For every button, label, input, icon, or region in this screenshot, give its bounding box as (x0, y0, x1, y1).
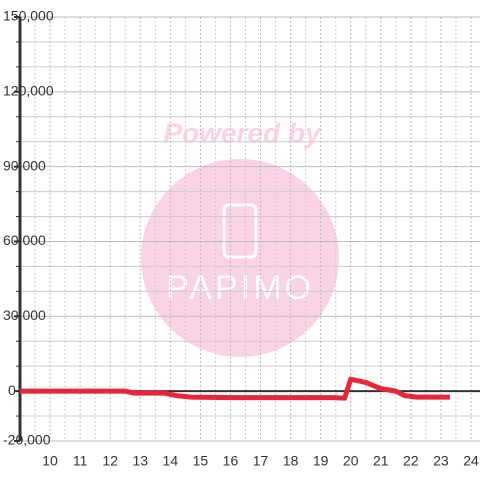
x-tick-label: 24 (463, 453, 479, 469)
y-tick-label: 120,000 (3, 83, 54, 99)
y-tick-label: -20,000 (3, 432, 51, 448)
x-tick-label: 23 (433, 453, 449, 469)
x-tick-label: 13 (132, 453, 148, 469)
y-tick-label: 30,000 (3, 307, 46, 323)
x-tick-label: 14 (163, 453, 179, 469)
watermark: Powered by PAPIMO (141, 117, 339, 357)
x-tick-label: 16 (223, 453, 239, 469)
y-tick-label: 60,000 (3, 232, 46, 248)
x-tick-label: 20 (343, 453, 359, 469)
x-tick-label: 12 (102, 453, 118, 469)
x-tick-label: 21 (373, 453, 389, 469)
y-tick-label: 0 (8, 382, 16, 398)
x-tick-label: 11 (73, 453, 88, 469)
data-line (20, 376, 450, 401)
x-tick-label: 19 (313, 453, 329, 469)
watermark-phone (222, 203, 258, 259)
x-tick-label: 22 (403, 453, 419, 469)
x-tick-label: 17 (253, 453, 269, 469)
x-tick-label: 15 (193, 453, 209, 469)
watermark-text: Powered by (163, 117, 322, 148)
watermark-logo: PAPIMO (166, 269, 314, 307)
y-tick-label: 90,000 (3, 157, 46, 173)
y-tick-label: 150,000 (3, 8, 54, 24)
x-tick-label: 10 (42, 453, 58, 469)
x-tick-label: 18 (283, 453, 299, 469)
